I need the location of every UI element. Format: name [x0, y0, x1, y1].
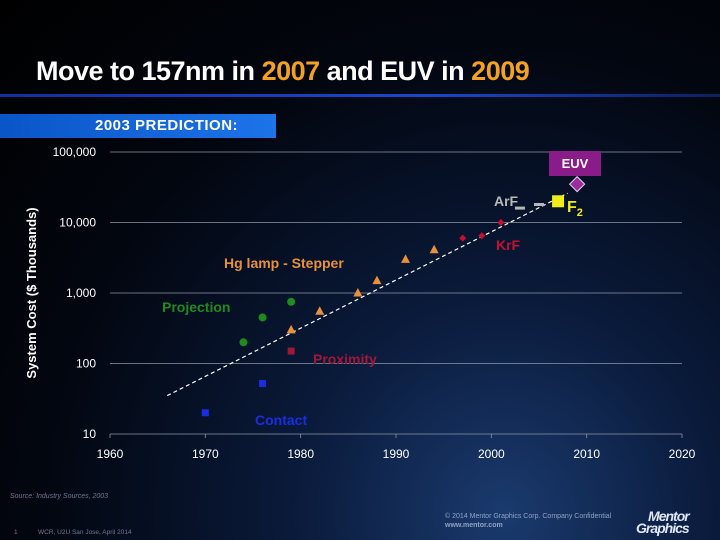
title-text-part2: and EUV in	[319, 56, 472, 86]
chart-grid	[110, 151, 682, 435]
x-tick-label: 1990	[383, 447, 410, 461]
krf-point	[497, 219, 505, 226]
chart-annotations: Contact Proximity Projection Hg lamp - Step…	[162, 151, 601, 428]
arf-point	[514, 206, 525, 210]
slide-number: 1	[14, 529, 18, 536]
projection-point	[287, 297, 296, 306]
x-tick-label: 1960	[97, 447, 124, 461]
projection-point	[258, 313, 267, 322]
euv-label-box	[549, 151, 601, 176]
title-text-part1: Move to 157nm in	[36, 56, 262, 86]
y-tick-label: 10,000	[59, 216, 96, 230]
hg-lamp-stepper-point	[286, 324, 296, 334]
y-axis-title: System Cost ($ Thousands)	[24, 207, 39, 378]
euv-point	[568, 175, 586, 193]
contact-point	[259, 380, 267, 388]
y-tick-label: 100,000	[53, 145, 97, 159]
chart-marks	[201, 175, 586, 417]
x-tick-label: 2020	[669, 447, 696, 461]
conference-label: WCR, U2U San Jose, April 2014	[38, 529, 132, 536]
hg-lamp-stepper-point	[401, 254, 411, 263]
label-hg-lamp-stepper: Hg lamp - Stepper	[224, 255, 344, 271]
x-tick-label: 2010	[573, 447, 600, 461]
company-logo: Mentor Graphics	[636, 508, 690, 536]
chart-axes: 10 100 1,000 10,000 100,000 1960 1970 1980 1990 2…	[24, 145, 696, 461]
krf-point	[478, 232, 486, 240]
trendline	[166, 192, 568, 397]
krf-point	[459, 234, 467, 242]
logo-line2: Graphics	[636, 520, 690, 536]
label-proximity: Proximity	[313, 351, 377, 367]
f2-point	[552, 195, 565, 208]
proximity-point	[287, 347, 295, 355]
x-tick-label: 2000	[478, 447, 505, 461]
label-contact: Contact	[255, 412, 307, 428]
x-tick-label: 1970	[192, 447, 219, 461]
label-euv: EUV	[562, 156, 589, 171]
slide-title: Move to 157nm in 2007 and EUV in 2009	[36, 56, 530, 87]
copyright-notice: © 2014 Mentor Graphics Corp. Company Con…	[445, 513, 612, 520]
website-link[interactable]: www.mentor.com	[445, 522, 503, 529]
prediction-banner-label: 2003 PREDICTION:	[95, 117, 239, 134]
projection-point	[239, 338, 248, 347]
x-tick-label: 1980	[287, 447, 314, 461]
y-tick-label: 1,000	[66, 286, 96, 300]
label-krf: KrF	[496, 237, 521, 253]
source-note: Source: Industry Sources, 2003	[10, 493, 109, 500]
trendline-group	[166, 192, 568, 397]
label-arf: ArF	[494, 193, 519, 209]
title-year-157nm: 2007	[261, 56, 321, 86]
label-projection: Projection	[162, 299, 230, 315]
y-tick-label: 10	[83, 427, 97, 441]
title-divider	[0, 94, 720, 97]
title-year-euv: 2009	[471, 56, 530, 86]
hg-lamp-stepper-point	[372, 275, 382, 285]
label-f2: F2	[567, 199, 583, 219]
y-tick-label: 100	[76, 357, 96, 371]
hg-lamp-stepper-point	[429, 244, 439, 254]
label-f2-subscript: 2	[577, 207, 583, 219]
hg-lamp-stepper-point	[315, 306, 325, 315]
prediction-banner: 2003 PREDICTION:	[0, 114, 276, 138]
hg-lamp-stepper-point	[353, 288, 363, 297]
arf-point	[534, 203, 544, 207]
contact-point	[201, 409, 209, 417]
logo-line1: Mentor	[648, 508, 690, 524]
